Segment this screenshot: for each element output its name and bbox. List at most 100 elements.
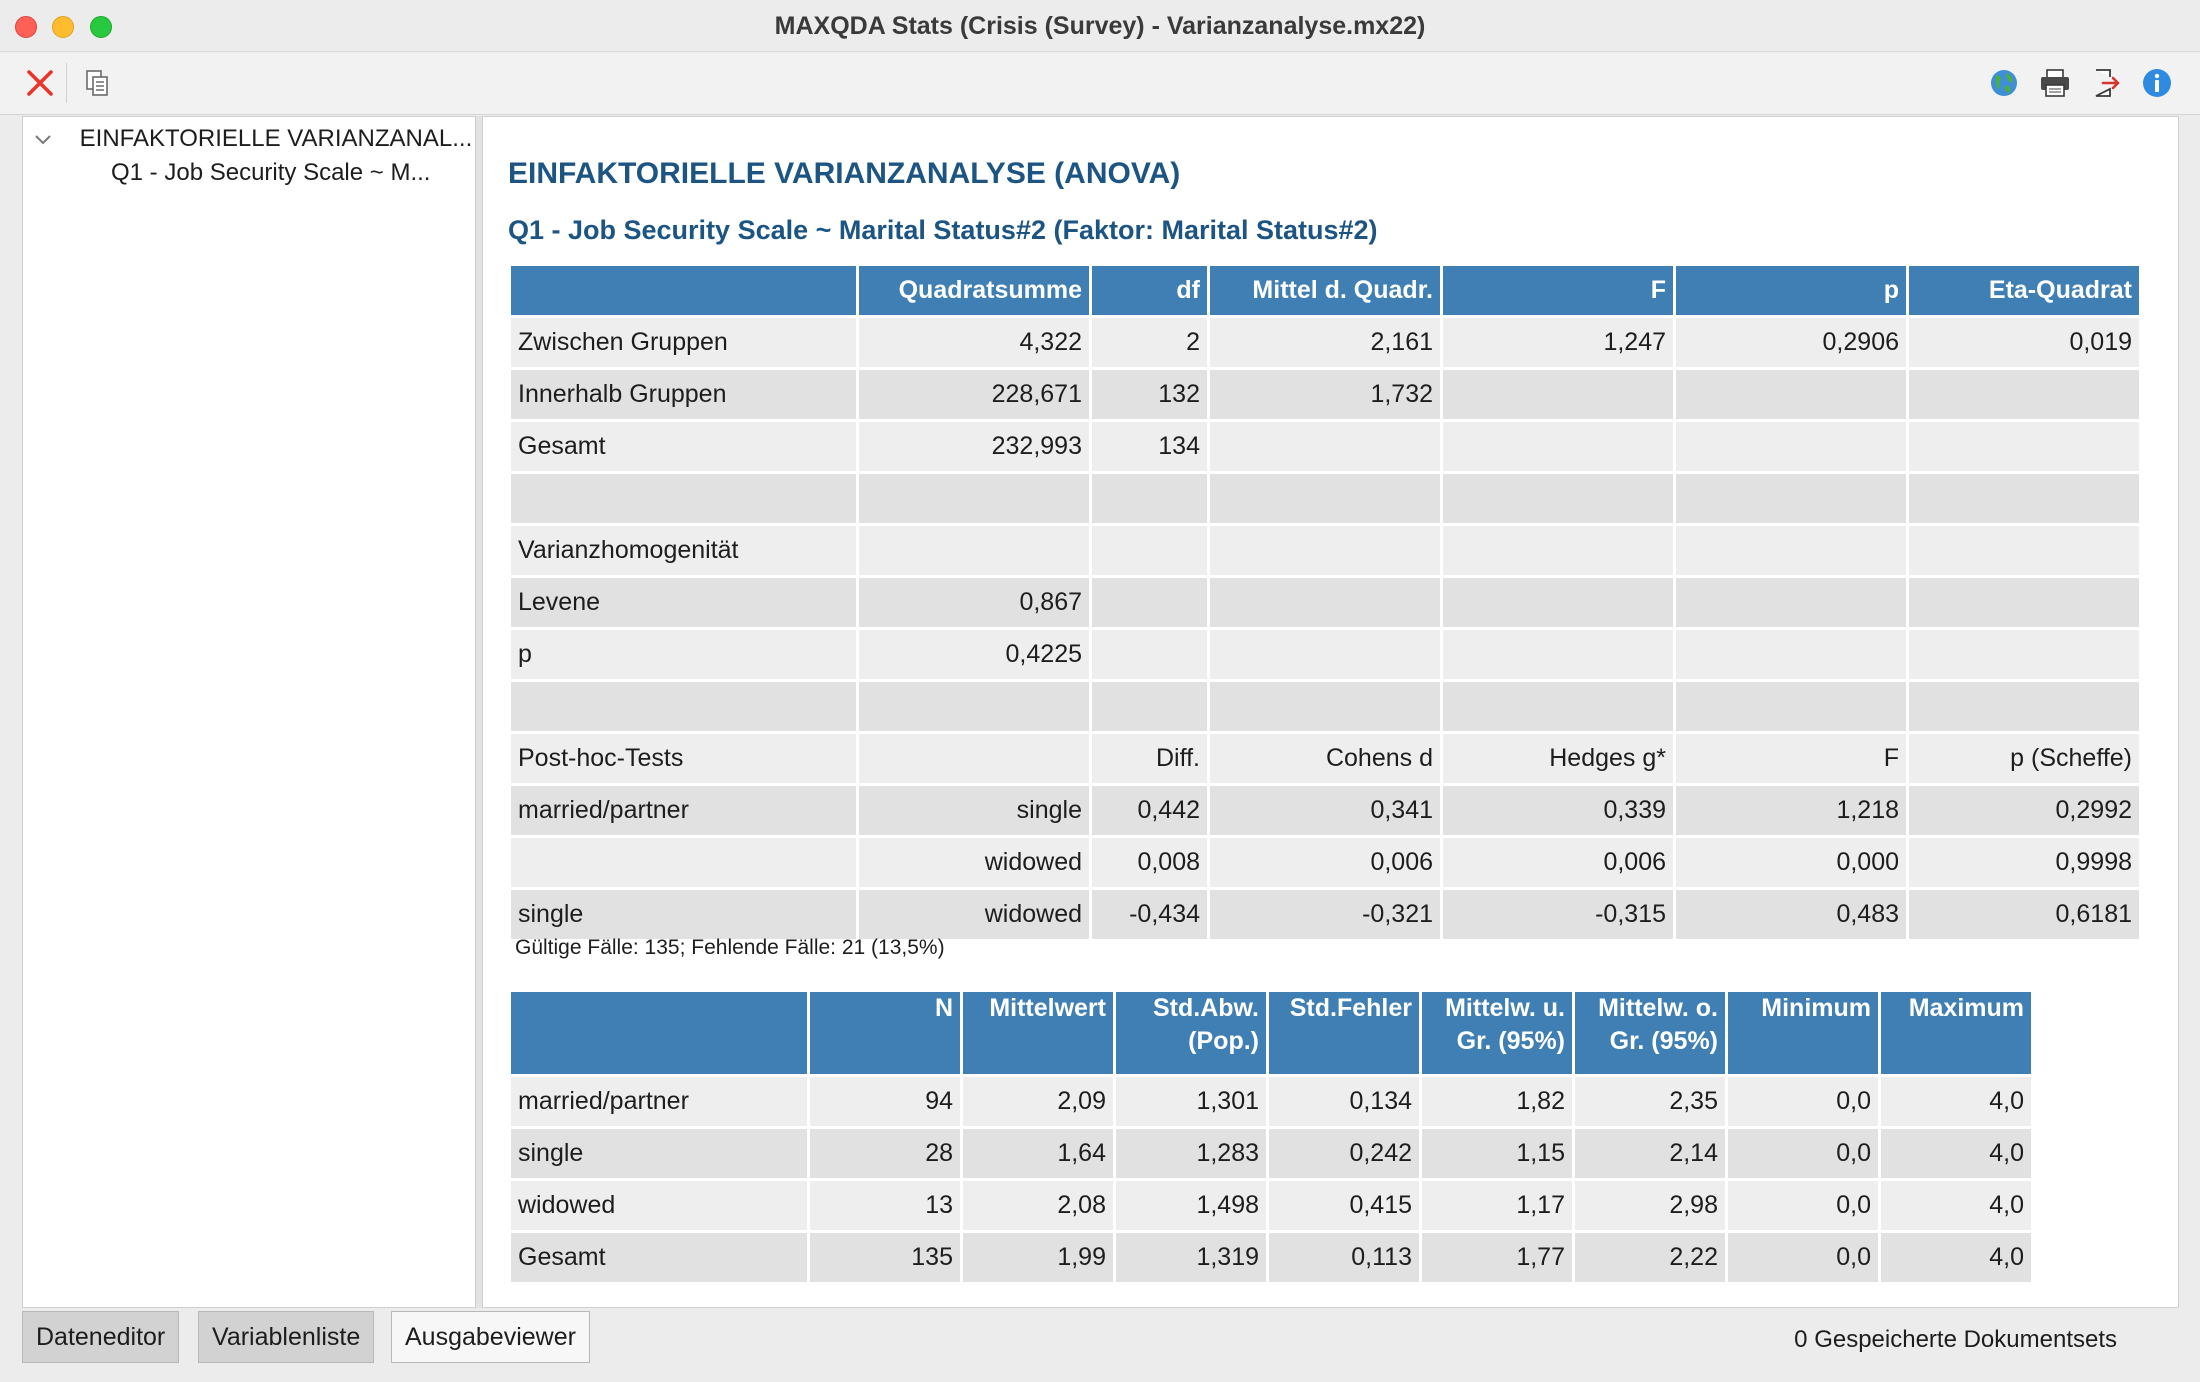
anova-cell	[1443, 630, 1673, 679]
anova-row: married/partner single 0,442 0,341 0,339 1,21…	[511, 786, 2139, 835]
descriptives-cell: 1,301	[1116, 1077, 1266, 1126]
descriptives-header-cell: Minimum	[1728, 992, 1878, 1074]
close-icon[interactable]	[19, 62, 61, 104]
anova-row: widowed 0,008 0,006 0,006 0,000 0,9998	[511, 838, 2139, 887]
descriptives-cell: 1,77	[1422, 1233, 1572, 1282]
anova-cell: -0,321	[1210, 890, 1440, 939]
anova-cell: 0,2992	[1909, 786, 2139, 835]
anova-cell: 0,4225	[859, 630, 1089, 679]
anova-cell: Gesamt	[511, 422, 856, 471]
anova-cell: Hedges g*	[1443, 734, 1673, 783]
anova-cell	[1210, 422, 1440, 471]
anova-cell	[1909, 370, 2139, 419]
anova-cell	[1092, 526, 1207, 575]
anova-header-cell: F	[1443, 266, 1673, 315]
descriptives-row: single 28 1,64 1,283 0,242 1,15 2,14 0,0 4,0	[511, 1129, 2031, 1178]
anova-cell	[1909, 630, 2139, 679]
anova-row	[511, 682, 2139, 731]
descriptives-cell: 4,0	[1881, 1233, 2031, 1282]
descriptives-cell: 2,22	[1575, 1233, 1725, 1282]
anova-header-cell	[511, 266, 856, 315]
anova-cell	[1676, 370, 1906, 419]
tree-item-q1[interactable]: Q1 - Job Security Scale ~ M...	[111, 159, 430, 187]
anova-cell: 0,019	[1909, 318, 2139, 367]
anova-cell: 1,218	[1676, 786, 1906, 835]
anova-row: Gesamt 232,993 134	[511, 422, 2139, 471]
pane-splitter[interactable]	[476, 116, 482, 1308]
descriptives-cell: 94	[810, 1077, 960, 1126]
anova-cell	[1092, 682, 1207, 731]
globe-icon[interactable]	[1983, 62, 2025, 104]
descriptives-cell: Gesamt	[511, 1233, 807, 1282]
window-minimize-button[interactable]	[52, 16, 74, 38]
anova-cell: 1,247	[1443, 318, 1673, 367]
window-close-button[interactable]	[15, 16, 37, 38]
descriptives-header-cell: Mittelw. u. Gr. (95%)	[1422, 992, 1572, 1074]
anova-cell: 0,000	[1676, 838, 1906, 887]
descriptives-cell: 0,0	[1728, 1233, 1878, 1282]
descriptives-cell: 1,82	[1422, 1077, 1572, 1126]
anova-cell: 1,732	[1210, 370, 1440, 419]
tree-item-anova[interactable]: EINFAKTORIELLE VARIANZANAL...	[33, 125, 472, 154]
descriptives-header-cell: Maximum	[1881, 992, 2031, 1074]
anova-cell: -0,315	[1443, 890, 1673, 939]
anova-cell: widowed	[859, 838, 1089, 887]
anova-cell: 232,993	[859, 422, 1089, 471]
tab-ausgabeviewer[interactable]: Ausgabeviewer	[391, 1311, 590, 1363]
descriptives-cell: 1,283	[1116, 1129, 1266, 1178]
descriptives-cell: 4,0	[1881, 1077, 2031, 1126]
anova-header-cell: Quadratsumme	[859, 266, 1089, 315]
anova-cell: 4,322	[859, 318, 1089, 367]
descriptives-header-cell: Mittelwert	[963, 992, 1113, 1074]
print-icon[interactable]	[2034, 62, 2076, 104]
bottom-bar: Dateneditor Variablenliste Ausgabeviewer…	[0, 1308, 2200, 1382]
toolbar-separator	[66, 63, 67, 103]
anova-cell	[511, 474, 856, 523]
anova-cell	[859, 734, 1089, 783]
descriptives-row: widowed 13 2,08 1,498 0,415 1,17 2,98 0,0 4,0	[511, 1181, 2031, 1230]
anova-row: Varianzhomogenität	[511, 526, 2139, 575]
descriptives-cell: 1,99	[963, 1233, 1113, 1282]
copy-icon[interactable]	[76, 62, 118, 104]
anova-cell: 0,008	[1092, 838, 1207, 887]
anova-cell: 0,006	[1210, 838, 1440, 887]
anova-cell: Innerhalb Gruppen	[511, 370, 856, 419]
info-icon[interactable]	[2136, 62, 2178, 104]
anova-row: Zwischen Gruppen 4,322 2 2,161 1,247 0,2906 0,…	[511, 318, 2139, 367]
chevron-down-icon[interactable]	[33, 126, 61, 154]
descriptives-cell: 28	[810, 1129, 960, 1178]
anova-cell	[511, 838, 856, 887]
export-icon[interactable]	[2085, 62, 2127, 104]
navigation-tree: EINFAKTORIELLE VARIANZANAL... Q1 - Job S…	[22, 116, 476, 1308]
anova-cell: Levene	[511, 578, 856, 627]
anova-cell: married/partner	[511, 786, 856, 835]
descriptives-cell: 13	[810, 1181, 960, 1230]
anova-cell	[1676, 474, 1906, 523]
status-text: 0 Gespeicherte Dokumentsets	[1794, 1326, 2117, 1353]
descriptives-cell: 0,0	[1728, 1129, 1878, 1178]
descriptives-cell: 2,98	[1575, 1181, 1725, 1230]
anova-cell: widowed	[859, 890, 1089, 939]
cases-note: Gültige Fälle: 135; Fehlende Fälle: 21 (…	[515, 936, 945, 959]
descriptives-cell: 0,113	[1269, 1233, 1419, 1282]
descriptives-cell: 0,0	[1728, 1077, 1878, 1126]
anova-cell: F	[1676, 734, 1906, 783]
anova-cell	[1443, 578, 1673, 627]
descriptives-cell: 1,64	[963, 1129, 1113, 1178]
anova-cell: -0,434	[1092, 890, 1207, 939]
anova-cell: Diff.	[1092, 734, 1207, 783]
tree-item-anova-label: EINFAKTORIELLE VARIANZANAL...	[79, 125, 473, 152]
tab-variablenliste[interactable]: Variablenliste	[198, 1311, 375, 1363]
anova-cell: p	[511, 630, 856, 679]
anova-cell: 0,006	[1443, 838, 1673, 887]
anova-header-cell: Eta-Quadrat	[1909, 266, 2139, 315]
window-zoom-button[interactable]	[90, 16, 112, 38]
anova-cell	[859, 474, 1089, 523]
tab-dateneditor[interactable]: Dateneditor	[22, 1311, 180, 1363]
descriptives-table: N Mittelwert Std.Abw. (Pop.) Std.Fehler Mitt…	[508, 989, 2034, 1285]
descriptives-cell: 0,0	[1728, 1181, 1878, 1230]
descriptives-cell: 2,08	[963, 1181, 1113, 1230]
anova-cell: 2	[1092, 318, 1207, 367]
anova-cell: 132	[1092, 370, 1207, 419]
